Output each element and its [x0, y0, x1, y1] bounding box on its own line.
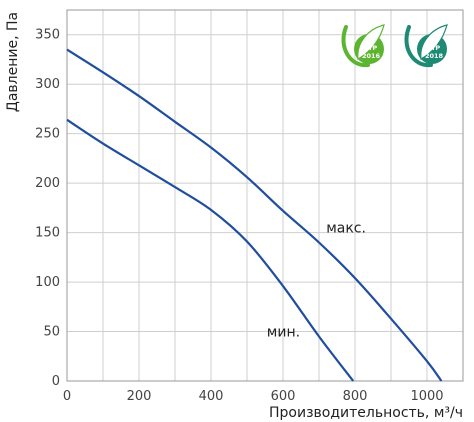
- y-axis-label: Давление, Па: [5, 12, 21, 112]
- series-line-0: [66, 48, 443, 382]
- erp-badge-label: ErP: [365, 44, 378, 52]
- y-tick-label: 0: [52, 374, 60, 389]
- x-tick-label: 400: [199, 389, 224, 404]
- x-tick-label: 0: [63, 389, 71, 404]
- x-tick-label: 200: [127, 389, 152, 404]
- y-tick-label: 150: [35, 226, 60, 241]
- erp-badge-year: 2016: [362, 52, 381, 60]
- y-tick-label: 300: [35, 77, 60, 92]
- x-tick-label: 600: [271, 389, 296, 404]
- erp-badge-year: 2018: [425, 52, 444, 60]
- series-lines: [66, 48, 443, 382]
- x-tick-label: 1000: [410, 389, 443, 404]
- x-axis-label: Производительность, м³/ч: [269, 405, 463, 421]
- series-labels: макс. мин.: [267, 221, 366, 341]
- x-tick-label: 800: [343, 389, 368, 404]
- series-label-0: макс.: [326, 221, 366, 237]
- grid: [67, 10, 463, 381]
- series-line-1: [66, 118, 355, 382]
- y-tick-label: 350: [35, 28, 60, 43]
- y-tick-label: 200: [35, 176, 60, 191]
- y-tick-labels: 0 50 100 150 200 250 300 350: [35, 28, 60, 389]
- y-tick-label: 100: [35, 275, 60, 290]
- y-tick-label: 50: [43, 325, 60, 340]
- y-tick-label: 250: [35, 127, 60, 142]
- series-label-1: мин.: [267, 324, 300, 340]
- erp-badge-label: ErP: [428, 44, 441, 52]
- x-tick-labels: 0 200 400 600 800 1000: [63, 389, 444, 404]
- plot-frame: [66, 9, 464, 382]
